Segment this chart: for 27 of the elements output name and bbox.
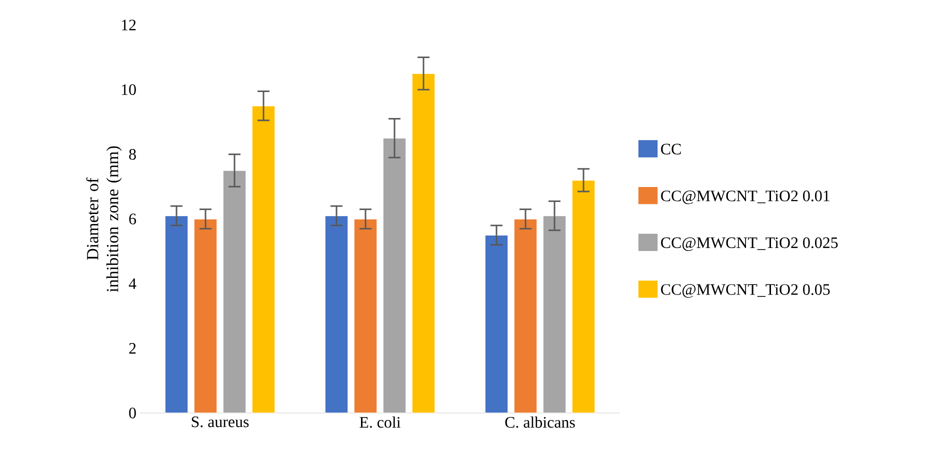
y-tick-label: 0: [129, 408, 136, 418]
bar: [542, 215, 566, 413]
y-tick-label: 12: [122, 20, 136, 30]
bar: [484, 234, 508, 413]
legend-label: CC@MWCNT_TiO2 0.05: [661, 284, 830, 298]
bar: [194, 218, 218, 413]
x-tick-label: S. aureus: [192, 416, 249, 428]
y-tick-label: 10: [122, 84, 136, 96]
legend-label: CC@MWCNT_TiO2 0.025: [661, 237, 838, 251]
bar: [222, 170, 246, 413]
bar: [572, 180, 596, 413]
bar: [354, 218, 378, 413]
y-tick-label: 8: [129, 148, 136, 160]
bar: [412, 73, 436, 413]
y-tick-label: 4: [128, 278, 136, 289]
bar: [514, 218, 538, 413]
bar: [252, 105, 276, 413]
x-tick-label: E. coli: [360, 416, 400, 428]
y-axis-title: Diameter of inhibition zone (mm): [86, 146, 122, 292]
bar: [382, 138, 406, 413]
bar: [164, 215, 188, 413]
legend-label: CC@MWCNT_TiO2 0.01: [661, 190, 830, 204]
bar: [324, 215, 348, 413]
x-tick-label: C. albicans: [505, 416, 575, 428]
y-tick-label: 2: [129, 343, 136, 354]
y-tick-label: 6: [129, 214, 136, 224]
legend-label: CC: [661, 144, 681, 154]
